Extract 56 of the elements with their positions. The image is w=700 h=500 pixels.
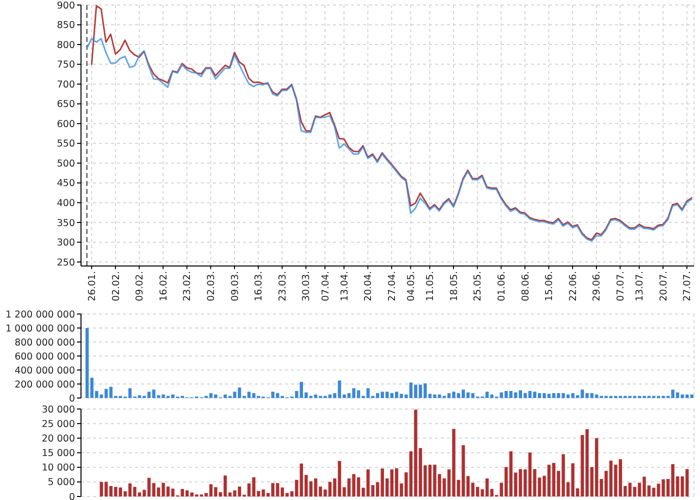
x-tick-label: 29.06. [592,271,603,302]
x-tick-label: 09.03. [230,271,241,302]
x-tick-label: 15.06. [544,271,556,302]
x-tick-label: 26.01. [86,271,98,302]
x-tick-label: 18.05. [448,271,460,302]
x-tick-label: 01.06. [496,271,508,302]
x-tick-label: 23.03. [277,271,288,302]
y-tick-label: 800 [56,40,75,51]
x-tick-label: 13.07. [634,271,646,302]
x-tick-label: 20.07. [658,271,670,302]
y-tick-label: 30 000 [42,404,75,416]
y-tick-label: 200 000 000 [14,379,75,390]
x-tick-label: 16.03. [254,271,265,302]
y-tick-label: 750 [56,60,75,71]
y-tick-label: 15 000 [42,448,75,460]
y-tick-label: 10 000 [42,462,75,474]
x-tick-label: 25.05. [472,271,484,302]
y-tick-label: 500 [56,158,75,170]
y-tick-label: 850 [56,20,75,32]
y-tick-label: 0 [68,492,75,500]
x-tick-label: 08.06. [520,271,532,302]
x-tick-label: 11.05. [425,271,436,302]
x-tick-label: 09.02. [134,271,146,302]
y-tick-label: 20 000 [42,433,75,444]
y-tick-label: 1 200 000 000 [5,309,75,320]
x-tick-label: 27.04. [386,271,398,302]
x-tick-label: 30.03. [301,271,312,302]
y-tick-label: 1 000 000 000 [5,323,75,334]
y-tick-label: 250 [56,257,75,268]
x-tick-label: 02.03. [206,271,218,302]
y-tick-label: 600 000 000 [14,351,75,362]
x-tick-label: 27.07. [682,271,694,302]
y-tick-label: 700 [56,79,75,90]
x-tick-label: 22.06. [568,271,579,302]
y-tick-label: 350 [56,218,75,229]
y-tick-label: 600 [56,118,75,130]
x-tick-label: 07.04. [320,271,332,302]
x-tick-label: 23.02. [182,271,194,302]
x-tick-label: 13.04. [339,271,350,302]
x-tick-label: 04.05. [406,271,418,302]
y-tick-label: 5 000 [48,477,75,488]
y-tick-label: 400 000 000 [14,365,75,376]
x-tick-label: 20.04. [363,271,374,302]
x-tick-label: 16.02. [158,271,170,302]
x-tick-label: 02.02. [110,271,122,302]
x-tick-label: 07.07. [616,271,627,302]
y-tick-label: 300 [56,238,75,249]
y-tick-label: 650 [56,99,75,110]
y-tick-label: 0 [68,393,75,404]
y-tick-label: 550 [56,138,75,150]
y-tick-label: 400 [56,198,75,210]
y-tick-label: 25 000 [42,418,75,430]
bar [86,328,89,398]
y-tick-label: 450 [56,178,75,190]
y-tick-label: 800 000 000 [14,337,75,348]
y-tick-label: 900 [56,0,75,12]
